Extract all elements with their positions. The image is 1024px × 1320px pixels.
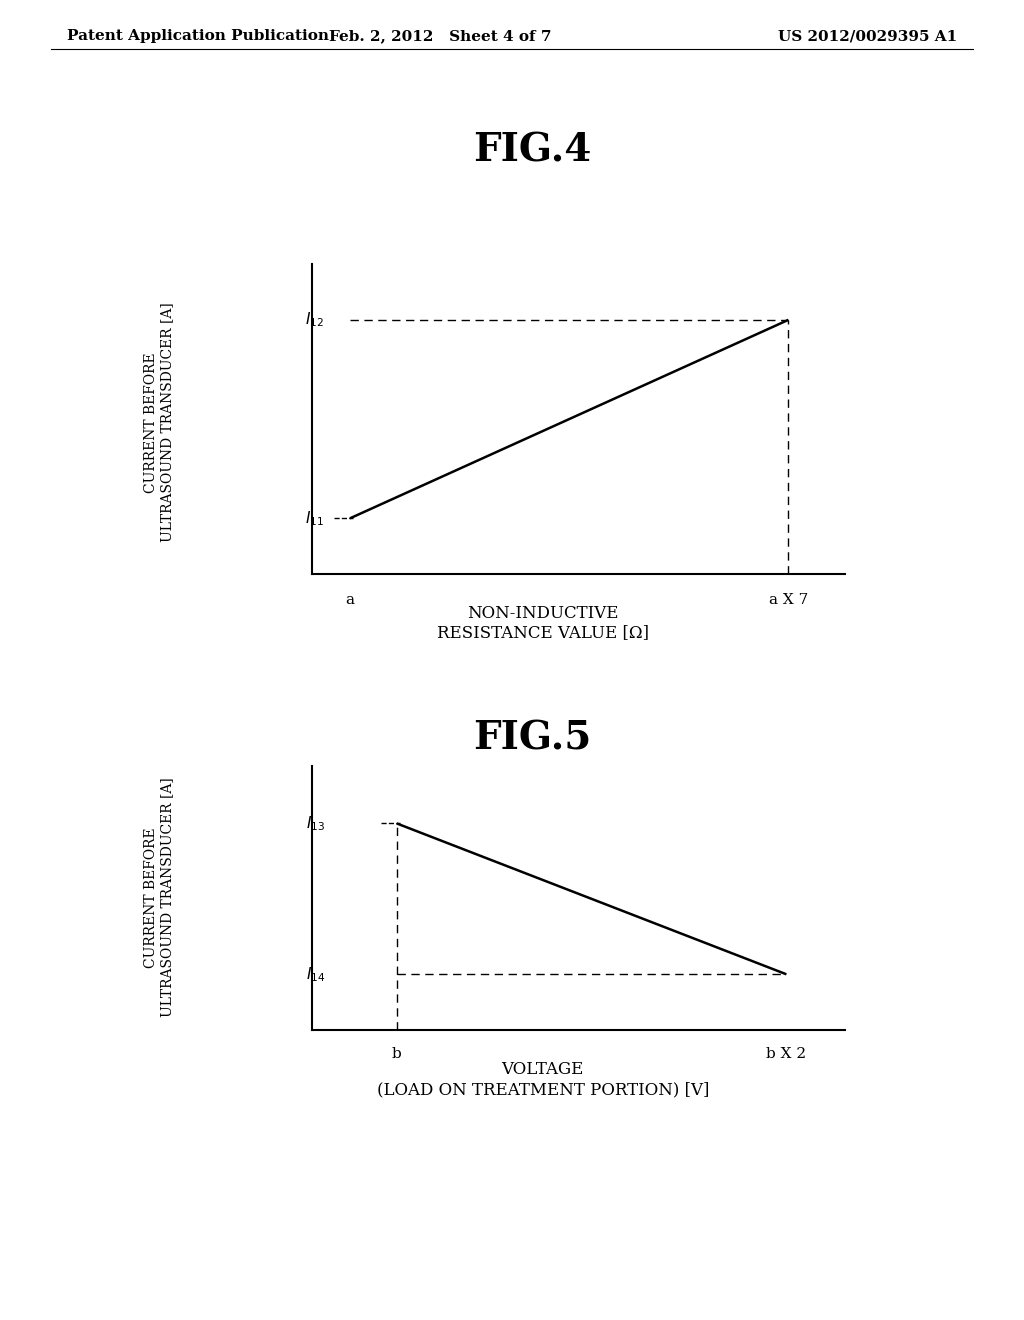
Text: b X 2: b X 2 — [766, 1047, 807, 1061]
Text: CURRENT BEFORE
ULTRASOUND TRANSDUCER [A]: CURRENT BEFORE ULTRASOUND TRANSDUCER [A] — [143, 777, 174, 1018]
Text: $I_{11}$: $I_{11}$ — [304, 510, 324, 528]
Text: Feb. 2, 2012   Sheet 4 of 7: Feb. 2, 2012 Sheet 4 of 7 — [329, 29, 552, 44]
Text: b: b — [392, 1047, 401, 1061]
Text: FIG.4: FIG.4 — [473, 132, 592, 170]
Text: $I_{14}$: $I_{14}$ — [306, 965, 326, 983]
Text: a X 7: a X 7 — [769, 593, 808, 607]
Text: VOLTAGE
(LOAD ON TREATMENT PORTION) [V]: VOLTAGE (LOAD ON TREATMENT PORTION) [V] — [377, 1061, 709, 1098]
Text: FIG.5: FIG.5 — [473, 719, 592, 758]
Text: $I_{13}$: $I_{13}$ — [306, 814, 326, 833]
Text: US 2012/0029395 A1: US 2012/0029395 A1 — [778, 29, 957, 44]
Text: NON-INDUCTIVE
RESISTANCE VALUE [Ω]: NON-INDUCTIVE RESISTANCE VALUE [Ω] — [436, 605, 649, 642]
Text: $I_{12}$: $I_{12}$ — [304, 310, 324, 329]
Text: Patent Application Publication: Patent Application Publication — [67, 29, 329, 44]
Text: a: a — [345, 593, 354, 607]
Text: CURRENT BEFORE
ULTRASOUND TRANSDUCER [A]: CURRENT BEFORE ULTRASOUND TRANSDUCER [A] — [143, 302, 174, 543]
